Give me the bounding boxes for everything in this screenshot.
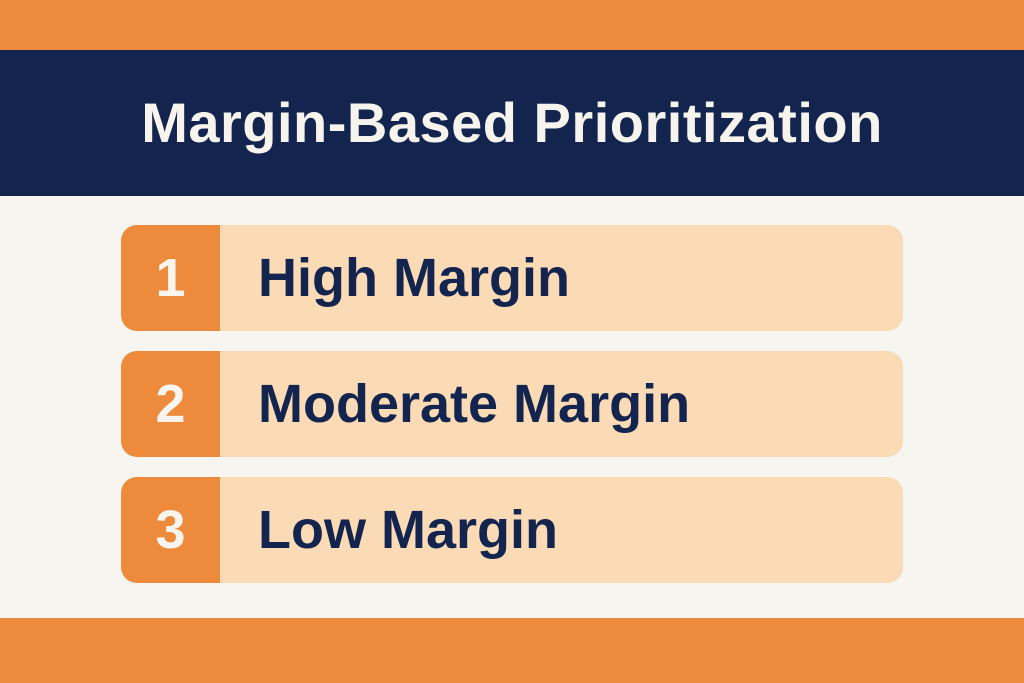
- title-banner: Margin-Based Prioritization: [0, 50, 1024, 196]
- bottom-accent-bar: [0, 618, 1024, 683]
- list-item-high-margin: 1 High Margin: [121, 225, 903, 331]
- list-item-moderate-margin: 2 Moderate Margin: [121, 351, 903, 457]
- rank-badge-3: 3: [121, 477, 220, 583]
- rank-badge-1: 1: [121, 225, 220, 331]
- priority-list: 1 High Margin 2 Moderate Margin 3 Low Ma…: [0, 196, 1024, 583]
- list-item-low-margin: 3 Low Margin: [121, 477, 903, 583]
- item-label-low-margin: Low Margin: [220, 477, 903, 583]
- page-title: Margin-Based Prioritization: [141, 91, 883, 154]
- item-label-moderate-margin: Moderate Margin: [220, 351, 903, 457]
- top-accent-bar: [0, 0, 1024, 50]
- item-label-high-margin: High Margin: [220, 225, 903, 331]
- rank-badge-2: 2: [121, 351, 220, 457]
